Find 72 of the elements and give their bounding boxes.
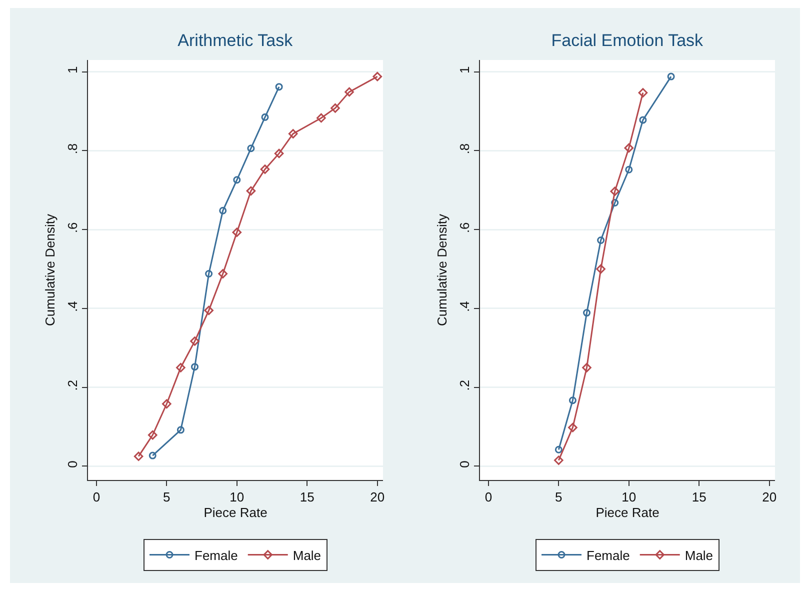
y-tick-label: .8 (456, 143, 472, 154)
point (638, 88, 648, 98)
y-tick-label: .8 (64, 143, 80, 154)
point (582, 362, 592, 372)
point (148, 452, 156, 460)
y-tick-label: .4 (64, 301, 80, 312)
point (554, 446, 562, 454)
point (583, 309, 591, 317)
point (218, 269, 228, 278)
x-axis-title: Piece Rate (204, 505, 268, 520)
x-tick-label: 20 (762, 490, 777, 505)
y-tick-label: .6 (456, 222, 472, 234)
legend-label: Male (684, 548, 714, 563)
point (667, 72, 675, 80)
point (247, 144, 255, 152)
x-axis-title: Piece Rate (596, 505, 660, 520)
x-tick-label: 20 (370, 490, 385, 505)
point (316, 113, 326, 123)
y-tick-label: 1 (64, 66, 80, 74)
x-tick-label: 5 (163, 490, 170, 505)
point (176, 426, 184, 434)
legend-label: Female (586, 548, 630, 563)
point (568, 422, 578, 432)
y-tick-label: 1 (456, 66, 472, 74)
point (639, 116, 647, 124)
point (610, 186, 620, 196)
point (162, 399, 172, 409)
point (372, 72, 382, 82)
y-tick-label: .2 (456, 380, 472, 391)
y-tick-label: 0 (64, 460, 80, 468)
legend-label: Male (292, 548, 322, 563)
point (134, 452, 144, 461)
point (344, 87, 354, 97)
x-tick-label: 5 (555, 490, 562, 505)
chart-title: Facial Emotion Task (551, 30, 704, 50)
chart-title: Arithmetic Task (178, 30, 294, 50)
point (274, 148, 284, 158)
y-tick-label: 0 (456, 460, 472, 468)
point (219, 206, 227, 214)
point (205, 270, 213, 278)
point (596, 264, 606, 274)
point (611, 199, 619, 207)
point (204, 306, 214, 316)
point (624, 143, 634, 153)
point (233, 176, 241, 184)
legend-label: Female (194, 548, 238, 563)
point (191, 363, 199, 371)
point (597, 236, 605, 244)
y-axis-title: Cumulative Density (42, 214, 58, 326)
point (275, 83, 283, 91)
point (554, 456, 564, 465)
point (568, 396, 576, 404)
x-tick-label: 0 (92, 490, 100, 505)
x-tick-label: 15 (692, 490, 706, 505)
x-tick-label: 10 (622, 490, 636, 505)
point (176, 362, 186, 372)
x-tick-label: 10 (230, 490, 244, 505)
x-tick-label: 0 (484, 490, 492, 505)
y-axis-title: Cumulative Density (434, 214, 450, 326)
point (232, 228, 242, 237)
point (148, 430, 158, 440)
point (190, 336, 200, 346)
point (288, 129, 298, 138)
point (625, 166, 633, 174)
point (261, 113, 269, 121)
y-tick-label: .6 (64, 222, 80, 234)
point (246, 186, 256, 196)
y-tick-label: .2 (64, 380, 80, 391)
point (330, 103, 340, 113)
point (260, 164, 270, 174)
x-tick-label: 15 (300, 490, 314, 505)
y-tick-label: .4 (456, 301, 472, 312)
